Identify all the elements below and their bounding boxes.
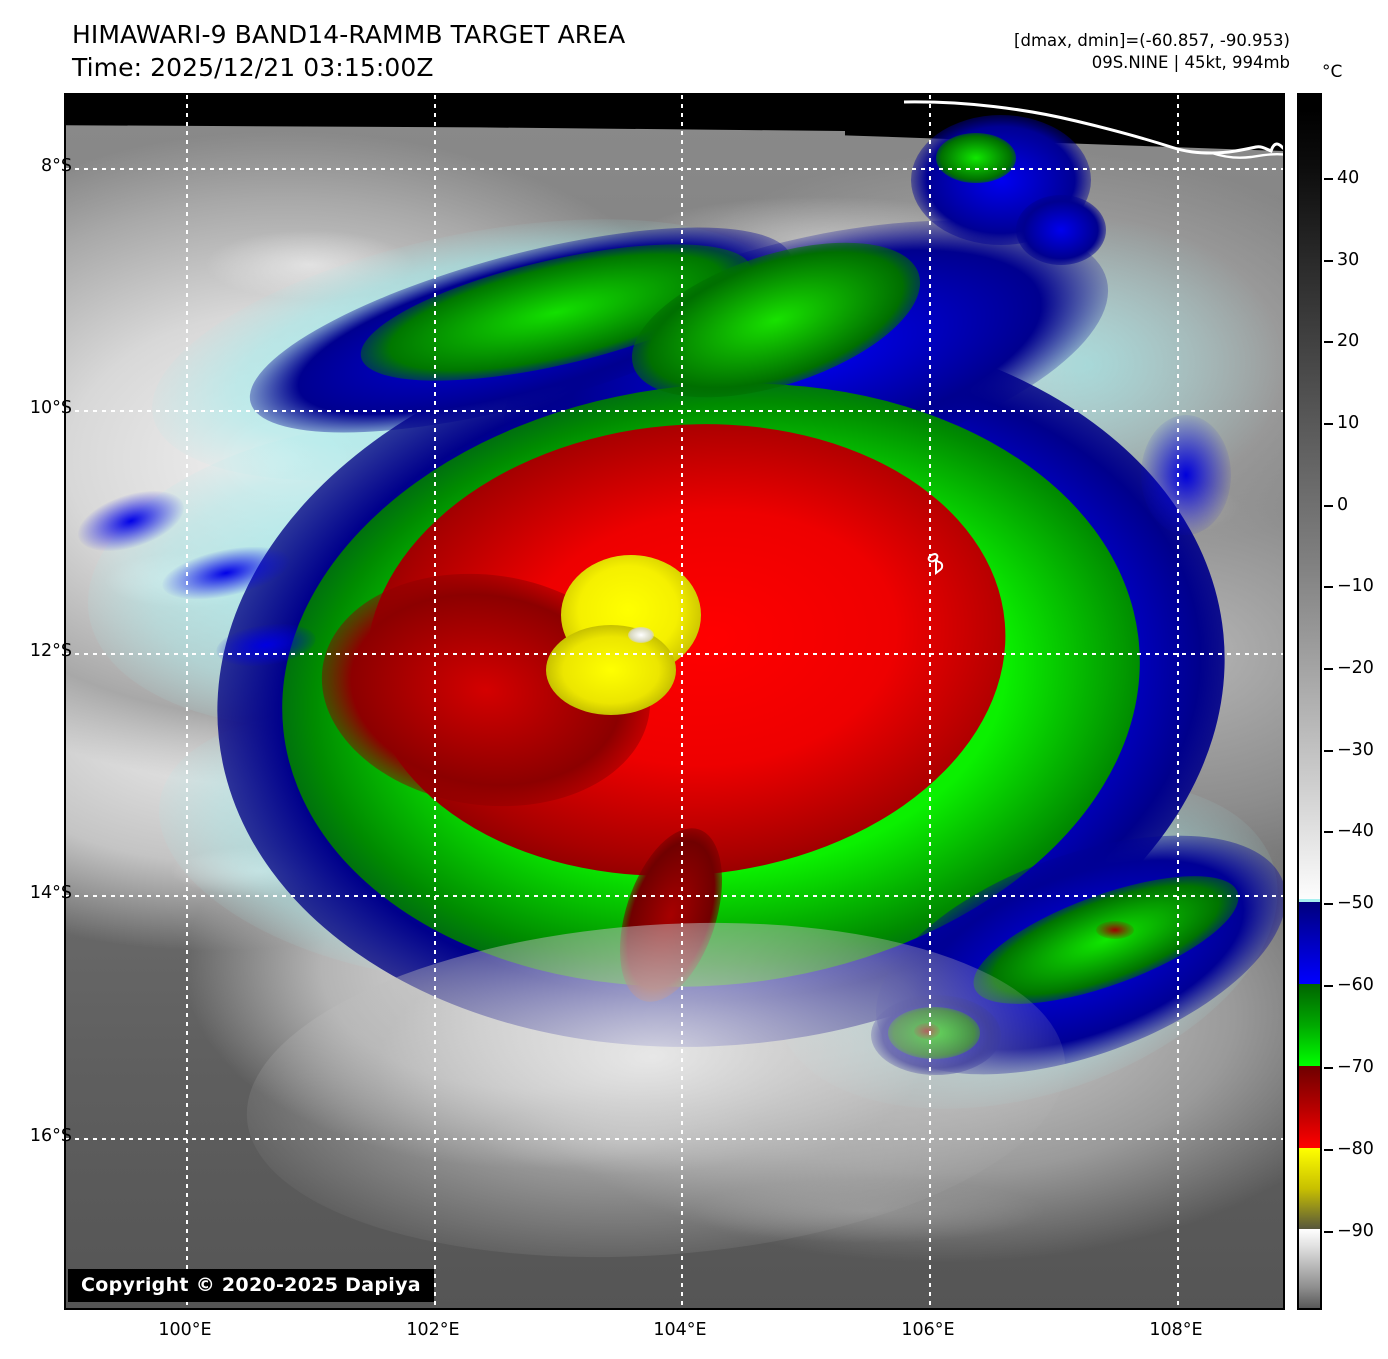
colorbar-tick-n70 xyxy=(1324,1067,1333,1069)
colorbar-tick-40 xyxy=(1324,178,1333,180)
colorbar-seg-greyscale-final xyxy=(1299,1229,1320,1308)
colorbar-label-20: 20 xyxy=(1337,331,1360,351)
colorbar-tick-n30 xyxy=(1324,750,1333,752)
lon-label-108e: 108°E xyxy=(1149,1320,1203,1340)
lon-label-106e: 106°E xyxy=(901,1320,955,1340)
colorbar-seg-blue-final xyxy=(1299,902,1320,985)
lon-label-102e: 102°E xyxy=(406,1320,460,1340)
temperature-colorbar[interactable] xyxy=(1297,93,1322,1310)
lat-label-14s: 14°S xyxy=(29,883,72,903)
se-band-red-core xyxy=(1096,921,1134,939)
colorbar-label-n70: −70 xyxy=(1337,1057,1374,1077)
header-meta-block: [dmax, dmin]=(-60.857, -90.953) 09S.NINE… xyxy=(1014,30,1290,74)
colorbar-seg-red-final xyxy=(1299,1065,1320,1148)
tropical-cyclone-symbol xyxy=(927,552,944,575)
east-fragment-blue xyxy=(1141,415,1231,535)
colorbar-unit-label: °C xyxy=(1322,62,1343,82)
colorbar-tick-30 xyxy=(1324,260,1333,262)
coldest-pixel-patch xyxy=(628,627,654,643)
copyright-banner: Copyright © 2020-2025 Dapiya xyxy=(68,1269,434,1302)
colorbar-label-n40: −40 xyxy=(1337,821,1374,841)
colorbar-label-n50: −50 xyxy=(1337,893,1374,913)
colorbar-tick-n50 xyxy=(1324,903,1333,905)
storm-info-label: 09S.NINE | 45kt, 994mb xyxy=(1091,53,1290,72)
lat-label-10s: 10°S xyxy=(29,398,72,418)
page-title: HIMAWARI-9 BAND14-RAMMB TARGET AREA xyxy=(72,20,626,49)
colorbar-tick-0 xyxy=(1324,505,1333,507)
colorbar-label-n90: −90 xyxy=(1337,1221,1374,1241)
lat-label-12s: 12°S xyxy=(29,641,72,661)
satellite-imagery xyxy=(66,95,1283,1308)
colorbar-label-0: 0 xyxy=(1337,495,1349,515)
colorbar-label-n60: −60 xyxy=(1337,975,1374,995)
colorbar-tick-n60 xyxy=(1324,985,1333,987)
colorbar-tick-20 xyxy=(1324,341,1333,343)
colorbar-seg-green-final xyxy=(1299,984,1320,1066)
colorbar-label-40: 40 xyxy=(1337,168,1360,188)
north-cell-green xyxy=(936,133,1016,183)
north-cell-blue-2 xyxy=(1016,195,1106,265)
colorbar-tick-n20 xyxy=(1324,668,1333,670)
colorbar-label-n80: −80 xyxy=(1337,1139,1374,1159)
colorbar-seg-yellow-final xyxy=(1299,1147,1320,1230)
dmax-dmin-label: [dmax, dmin]=(-60.857, -90.953) xyxy=(1014,31,1290,50)
header-title-block: HIMAWARI-9 BAND14-RAMMB TARGET AREA Time… xyxy=(72,18,625,84)
lon-label-104e: 104°E xyxy=(653,1320,707,1340)
satellite-image-plot[interactable]: Copyright © 2020-2025 Dapiya xyxy=(64,93,1285,1310)
colorbar-label-n30: −30 xyxy=(1337,740,1374,760)
timestamp-label: Time: 2025/12/21 03:15:00Z xyxy=(72,53,434,82)
colorbar-label-n20: −20 xyxy=(1337,658,1374,678)
overshoot-yellow-core-2 xyxy=(546,625,676,715)
colorbar-tick-n10 xyxy=(1324,586,1333,588)
colorbar-label-30: 30 xyxy=(1337,250,1360,270)
coastline-overlay xyxy=(903,100,1283,159)
colorbar-label-n10: −10 xyxy=(1337,576,1374,596)
colorbar-tick-n40 xyxy=(1324,831,1333,833)
colorbar-tick-10 xyxy=(1324,423,1333,425)
colorbar-tick-n80 xyxy=(1324,1149,1333,1151)
lat-label-16s: 16°S xyxy=(29,1126,72,1146)
lat-label-8s: 8°S xyxy=(41,156,72,176)
lon-label-100e: 100°E xyxy=(158,1320,212,1340)
colorbar-label-10: 10 xyxy=(1337,413,1360,433)
colorbar-tick-n90 xyxy=(1324,1231,1333,1233)
